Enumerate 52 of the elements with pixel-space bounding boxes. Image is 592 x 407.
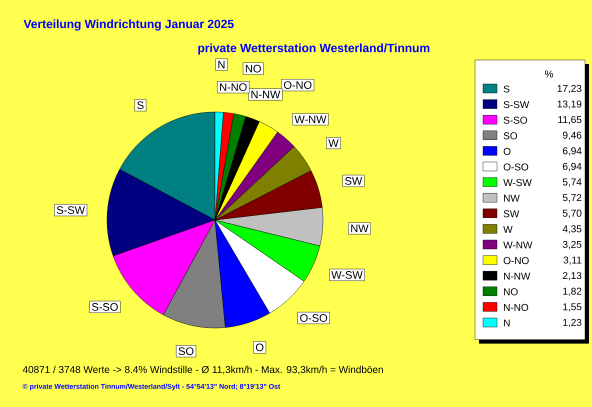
data-label: 11,65 xyxy=(558,116,582,124)
category-label: O-NO xyxy=(284,81,312,89)
data-label: 5,72 xyxy=(562,194,582,202)
data-label: 2,13 xyxy=(562,272,582,280)
slice-label: SO xyxy=(178,347,194,356)
chart-title: Verteilung Windrichtung Januar 2025 xyxy=(24,19,234,31)
data-label: 13,19 xyxy=(558,100,582,109)
text: 40871 / 3748 Werte -> 8.4% Windstille - Ø 11,3km/h - Max. 93,3km/h = Windböen xyxy=(22,366,383,374)
legend-label: NO xyxy=(504,288,518,296)
slice-label: O xyxy=(256,344,264,352)
legend-label: W-NW xyxy=(503,242,532,248)
legend-title: % xyxy=(544,70,554,78)
legend-label: S-SO xyxy=(504,116,528,124)
slice-label: S xyxy=(137,101,144,110)
legend-label: W-SW xyxy=(503,179,532,186)
legend-label: W xyxy=(503,226,513,233)
legend-label: N xyxy=(504,320,510,326)
legend-label: O-NO xyxy=(504,257,529,264)
legend-label: N-NO xyxy=(504,304,528,311)
category-label: N xyxy=(218,60,224,68)
legend-label: S-SW xyxy=(504,101,530,108)
data-label: 5,70 xyxy=(562,210,582,218)
slice-label: O-SO xyxy=(300,314,328,322)
slice-label: S-SW xyxy=(56,206,85,214)
slice-label: NW xyxy=(351,224,369,232)
data-label: 4,35 xyxy=(562,225,582,234)
slice-label: N-NO xyxy=(220,83,247,92)
slice-label: W-NW xyxy=(294,116,326,124)
data-label: 6,94 xyxy=(562,147,582,156)
data-label: 1,55 xyxy=(563,303,582,312)
data-label: 3,25 xyxy=(562,240,582,250)
data-label: 5,74 xyxy=(562,178,582,187)
data-label: 3,11 xyxy=(564,256,582,265)
category-label: NO xyxy=(246,64,261,73)
slice-label: W xyxy=(328,139,339,147)
legend-label: N-NW xyxy=(504,272,530,280)
legend-label: S xyxy=(504,85,510,93)
legend-label: O-SO xyxy=(504,163,528,171)
slice-label: S-SO xyxy=(92,303,118,311)
data-label: 17,23 xyxy=(558,84,582,94)
chart-subtitle: private Wetterstation Westerland/Tinnum xyxy=(198,43,430,55)
slice-label: N-NW xyxy=(251,90,280,98)
legend-label: NW xyxy=(504,194,520,202)
data-label: 9,46 xyxy=(562,132,582,140)
data-label: 1,82 xyxy=(563,288,582,296)
legend-label: SW xyxy=(504,210,520,218)
legend-label: O xyxy=(504,148,510,155)
slice-label: SW xyxy=(345,177,362,185)
data-label: 1,23 xyxy=(563,318,582,328)
slice-label: W-SW xyxy=(331,271,363,279)
data-label: 6,94 xyxy=(562,162,582,172)
legend-label: SO xyxy=(504,132,518,140)
